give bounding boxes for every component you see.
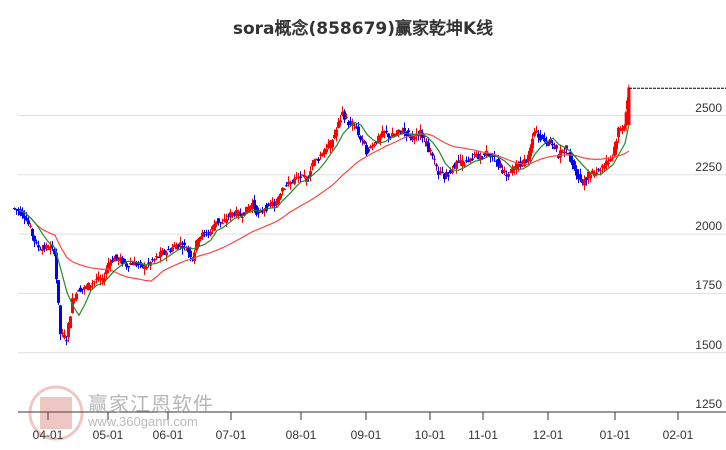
y-tick-label: 2000	[695, 219, 722, 234]
watermark-name: 赢家江恩软件	[88, 392, 214, 416]
x-tick-label: 02-01	[662, 428, 694, 442]
x-tick-label: 01-01	[599, 428, 631, 442]
y-tick-label: 1750	[695, 278, 722, 293]
x-tick-label: 09-01	[350, 428, 382, 442]
x-tick-label: 05-01	[92, 428, 124, 442]
x-tick-label: 08-01	[285, 428, 317, 442]
gridlines	[18, 115, 726, 354]
y-tick-label: 2250	[695, 159, 722, 174]
x-tick-label: 06-01	[152, 428, 184, 442]
watermark-url: www.360gann.com	[88, 414, 198, 429]
y-tick-label: 1250	[695, 397, 722, 411]
x-axis-ticks	[47, 412, 679, 420]
x-tick-label: 04-01	[32, 428, 64, 442]
x-tick-label: 12-01	[532, 428, 564, 442]
x-tick-label: 11-01	[468, 428, 498, 442]
y-tick-label: 2500	[695, 100, 722, 115]
watermark-logo-icon	[28, 385, 84, 441]
candlesticks	[13, 84, 631, 346]
x-tick-label: 10-01	[414, 428, 446, 442]
ma-short-line	[18, 121, 630, 317]
y-tick-label: 1500	[695, 337, 722, 352]
x-tick-label: 07-01	[215, 428, 247, 442]
chart-title: sora概念(858679)赢家乾坤K线	[232, 19, 494, 39]
